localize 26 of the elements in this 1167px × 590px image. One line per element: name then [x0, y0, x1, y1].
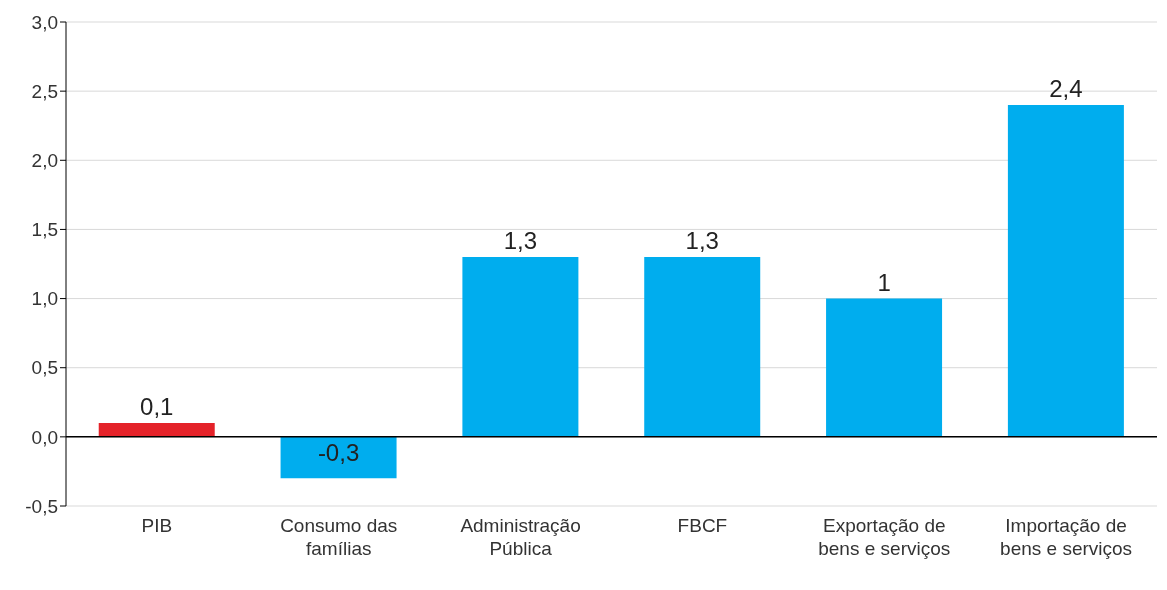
bar: [98, 423, 215, 437]
y-tick-label: -0,5: [25, 495, 58, 517]
data-label: 1,3: [503, 227, 538, 255]
data-label: 1: [877, 268, 891, 296]
y-tick-label: 0,0: [31, 426, 58, 448]
y-tick-label: 0,5: [31, 357, 58, 379]
bar: [1007, 104, 1124, 437]
x-tick-label: Importação de bens e serviços: [1000, 515, 1133, 559]
bar: [826, 298, 943, 437]
x-tick-label: PIB: [141, 515, 173, 536]
x-tick-label: FBCF: [677, 515, 728, 536]
y-tick-label: 2,5: [31, 80, 58, 102]
data-label: 2,4: [1049, 74, 1083, 102]
data-label: 0,1: [140, 393, 174, 421]
bar: [644, 257, 761, 437]
x-tick-label: Consumo das famílias: [280, 515, 398, 559]
y-tick-label: 1,5: [31, 219, 58, 241]
x-tick-label: Administração Pública: [460, 515, 581, 559]
x-tick-label: Exportação de bens e serviços: [818, 515, 951, 559]
y-tick-label: 2,0: [31, 150, 58, 172]
bar: [280, 436, 397, 479]
data-label: -0,3: [317, 438, 360, 466]
data-label: 1,3: [685, 227, 719, 255]
y-tick-label: 1,0: [31, 288, 58, 310]
y-tick-label: 3,0: [31, 11, 58, 33]
bar: [462, 257, 579, 437]
